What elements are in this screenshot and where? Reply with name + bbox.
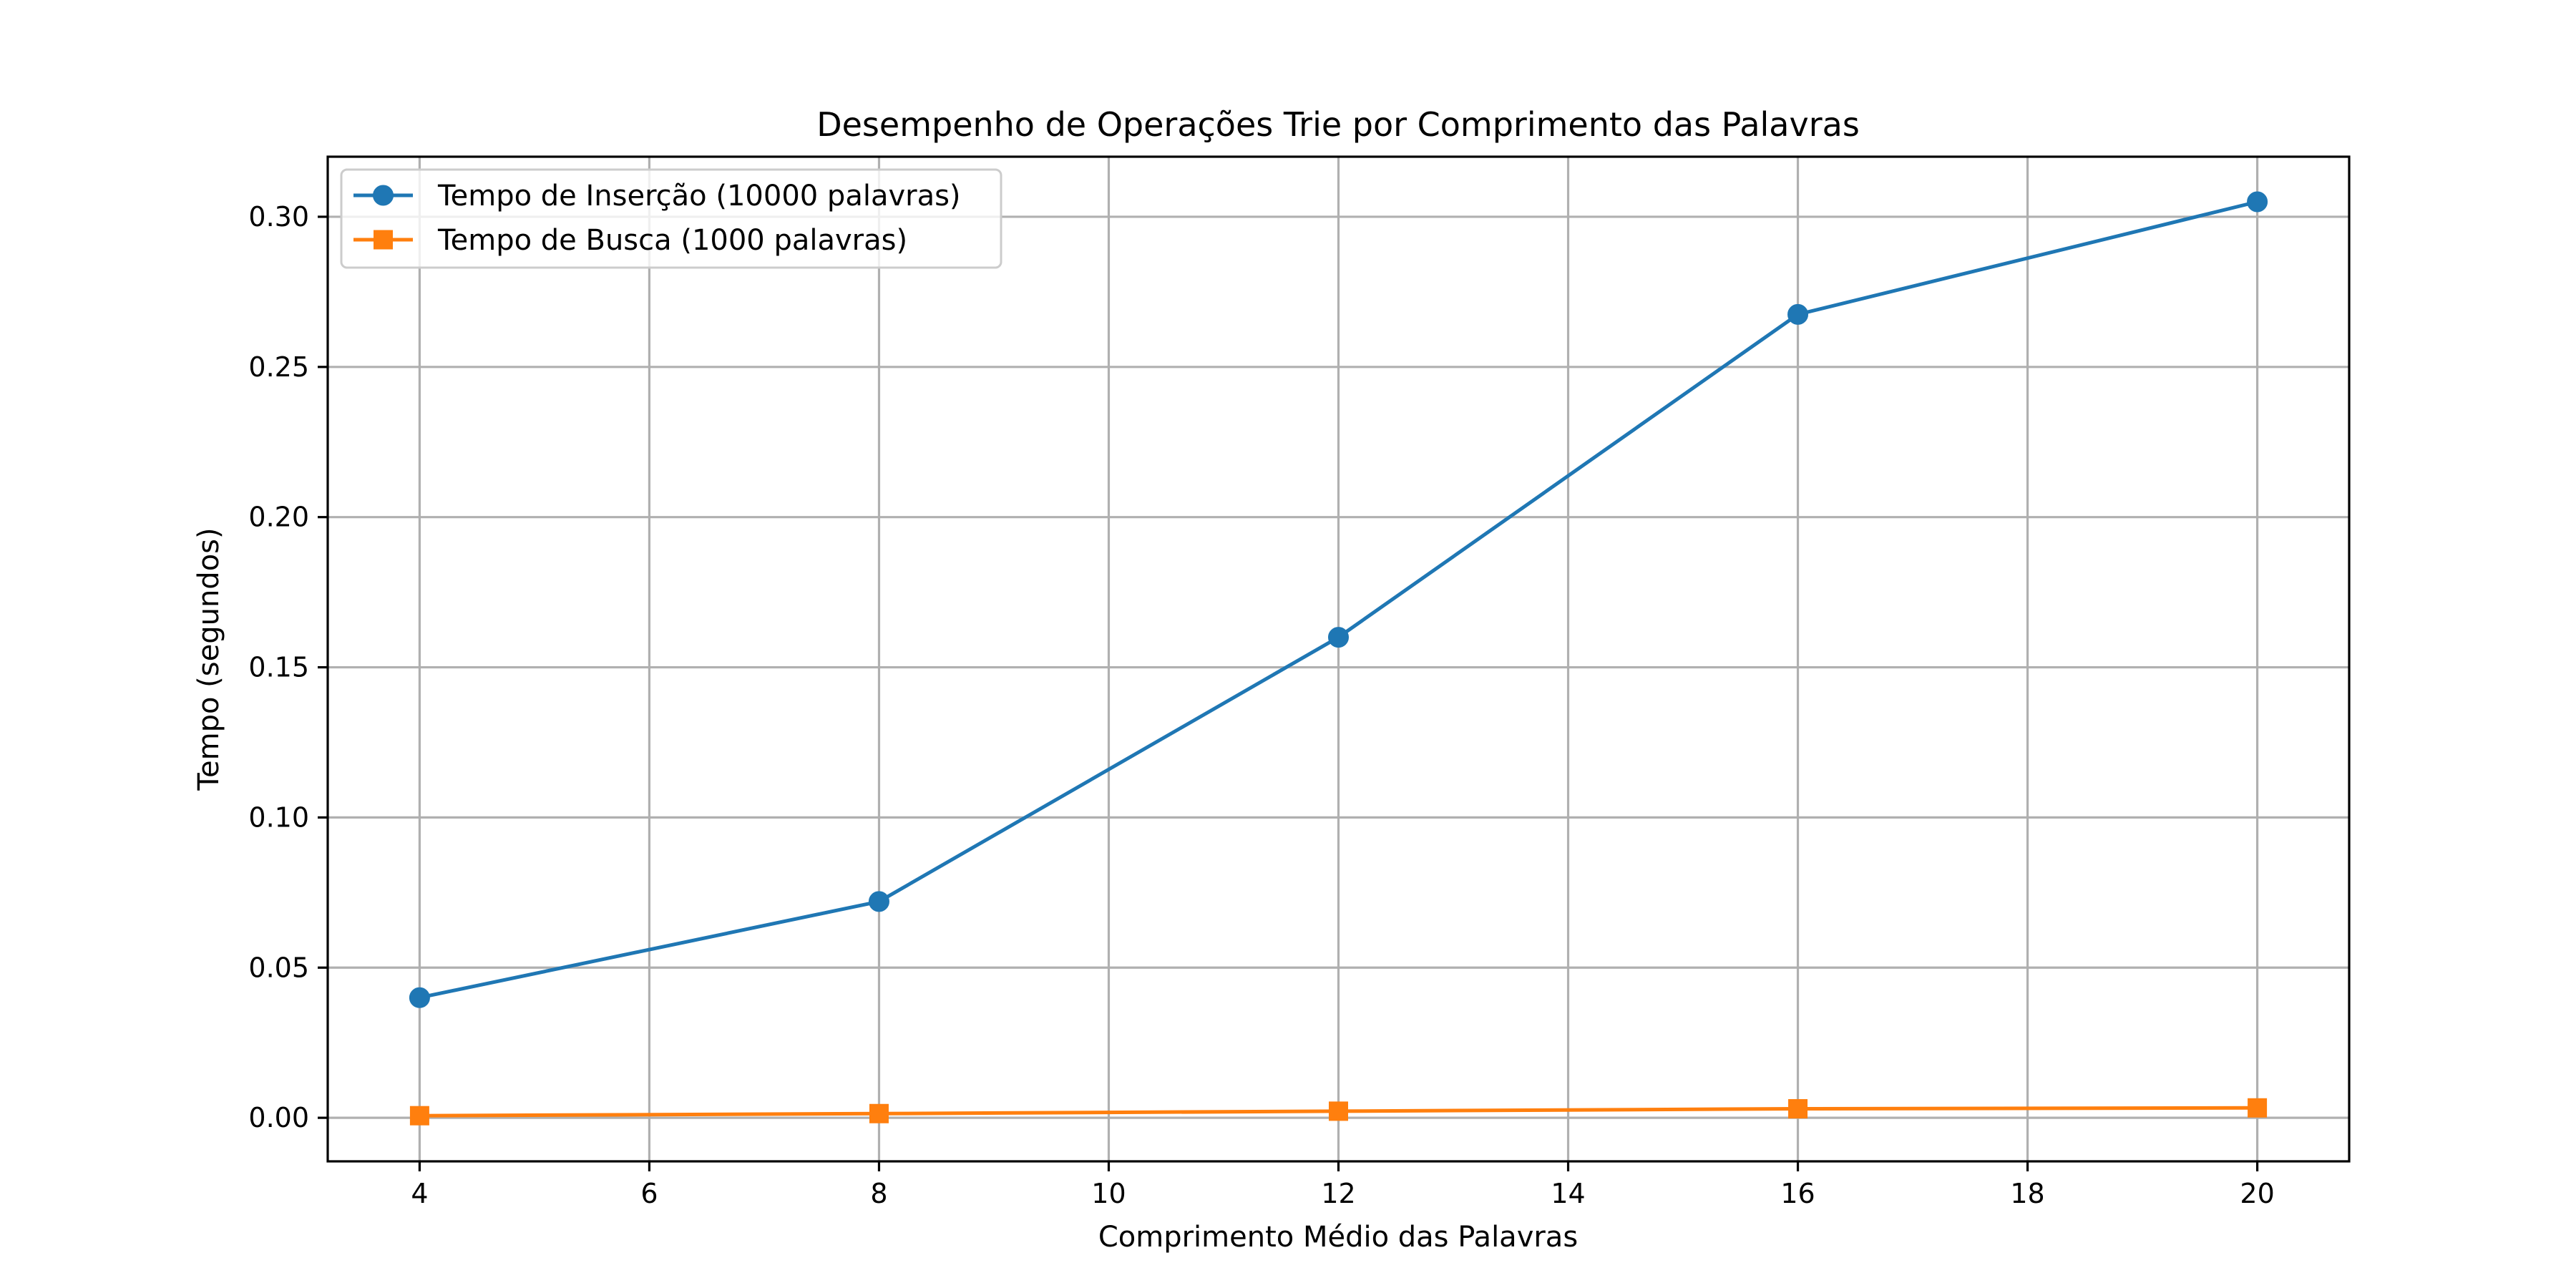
grid-lines <box>328 157 2349 1161</box>
y-tick-label: 0.10 <box>248 801 309 833</box>
x-axis: 4 6 8 10 12 14 16 18 20 <box>411 1161 2275 1209</box>
legend-marker <box>374 230 393 250</box>
data-point <box>1328 627 1349 648</box>
y-tick-label: 0.25 <box>248 351 309 383</box>
y-tick-label: 0.05 <box>248 952 309 983</box>
x-tick-label: 10 <box>1091 1178 1126 1209</box>
legend-marker <box>373 185 394 206</box>
data-point <box>868 891 889 912</box>
legend-label: Tempo de Inserção (10000 palavras) <box>437 180 961 213</box>
data-point <box>409 987 430 1008</box>
x-tick-label: 16 <box>1780 1178 1815 1209</box>
data-point <box>869 1103 889 1123</box>
y-axis: 0.00 0.05 0.10 0.15 0.20 0.25 0.30 <box>248 201 328 1133</box>
legend: Tempo de Inserção (10000 palavras) Tempo … <box>340 168 1002 269</box>
series-layer <box>409 191 2268 1126</box>
y-tick-label: 0.20 <box>248 502 309 533</box>
data-point <box>2247 191 2268 213</box>
legend-entry: Tempo de Inserção (10000 palavras) <box>353 180 961 213</box>
legend-label: Tempo de Busca (1000 palavras) <box>437 224 907 257</box>
x-tick-label: 4 <box>411 1178 428 1209</box>
chart-title: Desempenho de Operações Trie por Comprim… <box>816 105 1860 144</box>
legend-box <box>340 168 1002 269</box>
data-point <box>409 1106 429 1126</box>
y-axis-label: Tempo (segundos) <box>192 527 225 791</box>
x-tick-label: 6 <box>640 1178 658 1209</box>
data-point <box>2248 1098 2268 1118</box>
series-insercao <box>409 191 2268 1008</box>
y-tick-label: 0.30 <box>248 201 309 233</box>
data-point <box>1329 1101 1348 1121</box>
legend-entry: Tempo de Busca (1000 palavras) <box>353 224 907 257</box>
y-tick-label: 0.15 <box>248 652 309 683</box>
x-axis-label: Comprimento Médio das Palavras <box>1098 1221 1578 1254</box>
x-tick-label: 8 <box>870 1178 887 1209</box>
y-tick-label: 0.00 <box>248 1102 309 1133</box>
data-point <box>1788 1099 1808 1119</box>
x-tick-label: 20 <box>2240 1178 2274 1209</box>
data-point <box>1787 303 1809 325</box>
x-tick-label: 12 <box>1321 1178 1355 1209</box>
x-tick-label: 14 <box>1551 1178 1585 1209</box>
x-tick-label: 18 <box>2010 1178 2044 1209</box>
series-busca <box>409 1098 2268 1126</box>
